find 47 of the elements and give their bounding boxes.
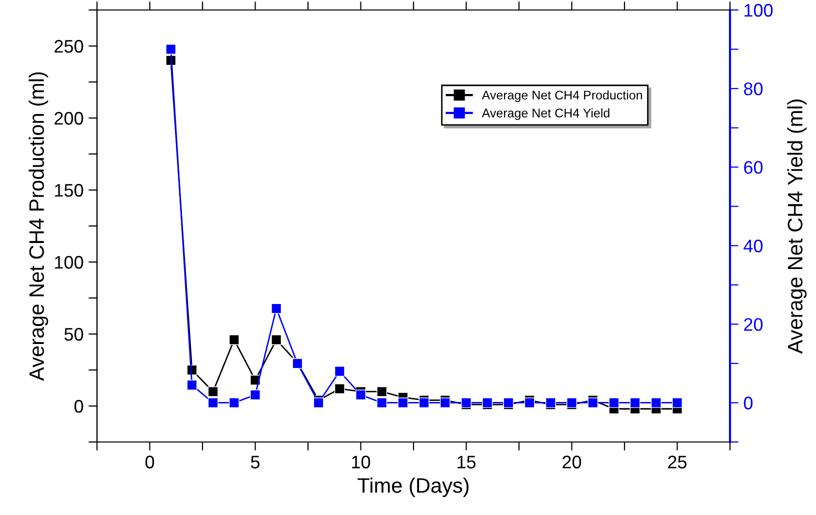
x-tick-label: 0 <box>145 456 154 468</box>
point <box>166 44 176 54</box>
point <box>418 398 430 408</box>
y2-tick-label: 80 <box>744 82 763 96</box>
point <box>228 334 240 345</box>
point <box>376 386 388 397</box>
point <box>398 398 408 408</box>
point <box>186 380 198 390</box>
legend-label: Average Net CH4 Production <box>482 90 642 102</box>
y-tick-label: 0 <box>74 400 84 413</box>
y2-tick-label: 40 <box>744 240 763 252</box>
x-axis-title: Time (Days) <box>358 478 469 497</box>
y-tick-label: 200 <box>54 112 84 125</box>
point <box>608 398 620 408</box>
point <box>334 384 345 394</box>
point <box>250 390 260 400</box>
point <box>208 386 218 397</box>
point <box>672 398 682 408</box>
y2-axis-title: Average Net CH4 Yield (ml) <box>787 100 807 354</box>
point <box>271 334 282 345</box>
point <box>440 398 450 408</box>
point <box>271 303 282 314</box>
point <box>313 398 324 408</box>
point <box>650 398 662 408</box>
point <box>376 398 388 408</box>
x-tick-label: 20 <box>562 456 582 468</box>
y2-tick-label: 100 <box>744 4 773 17</box>
y-tick-label: 250 <box>54 40 84 53</box>
point <box>588 398 598 408</box>
point <box>334 366 345 377</box>
point <box>356 390 366 400</box>
point <box>228 398 240 408</box>
point <box>630 398 640 408</box>
y-axis-title: Average Net CH4 Production (ml) <box>28 72 48 381</box>
y2-tick-label: 0 <box>744 396 753 410</box>
point <box>524 398 535 408</box>
x-tick-label: 5 <box>250 456 260 468</box>
point <box>208 398 218 408</box>
x-tick-label: 10 <box>352 456 370 468</box>
x-tick-label: 25 <box>668 456 687 468</box>
y2-tick-label: 20 <box>744 318 763 331</box>
y-tick-label: 150 <box>55 184 84 197</box>
y-tick-label: 50 <box>64 328 84 341</box>
x-tick-label: 15 <box>458 456 476 468</box>
y-tick-label: 100 <box>55 256 84 269</box>
legend-label: Average Net CH4 Yield <box>482 108 610 120</box>
y2-tick-label: 60 <box>744 161 763 174</box>
